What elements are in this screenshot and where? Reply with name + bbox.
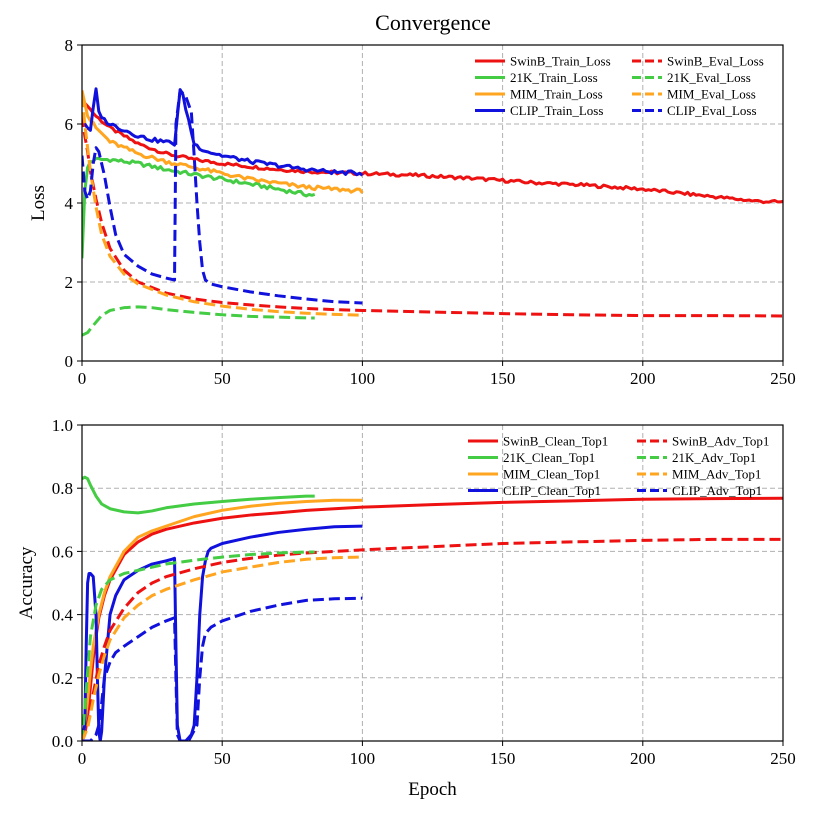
x-tick-label: 100 (350, 749, 376, 768)
series-line-swinb-clean-top1 (82, 496, 783, 741)
x-tick-label: 250 (770, 369, 796, 388)
plot-frame (81, 424, 784, 742)
legend-label: SwinB_Clean_Top1 (503, 434, 608, 449)
x-tick-label: 200 (630, 749, 656, 768)
y-tick-label: 0.6 (52, 542, 73, 561)
legend-label: CLIP_Eval_Loss (667, 103, 757, 118)
x-axis-label: Epoch (408, 779, 457, 800)
series-line-21k-eval-loss (82, 305, 315, 337)
series-line-swinb-train-loss (82, 99, 783, 205)
series-line-clip-adv-top1 (82, 596, 363, 741)
y-tick-label: 1.0 (52, 416, 73, 435)
series-line-clip-clean-top1 (82, 524, 363, 741)
x-tick-label: 100 (350, 369, 376, 388)
legend-label: CLIP_Clean_Top1 (503, 483, 601, 498)
loss-subplot: 0 50 100 150 200 250 0 2 4 6 8 Loss SwinB_Train_Loss… (28, 36, 796, 388)
x-tick-label: 50 (214, 749, 231, 768)
x-tick-label: 50 (214, 369, 231, 388)
series-group (82, 475, 783, 741)
legend-label: 21K_Clean_Top1 (503, 450, 595, 465)
x-tick-label: 0 (78, 369, 87, 388)
series-line-clip-train-loss (82, 87, 364, 177)
y-axis-label: Loss (28, 185, 49, 221)
x-tick-label: 200 (630, 369, 656, 388)
accuracy-subplot: 0 50 100 150 200 250 0.0 0.2 0.4 0.6 0.8 1.0 Accurac… (16, 416, 796, 800)
y-tick-label: 0 (65, 352, 74, 371)
legend-label: CLIP_Train_Loss (510, 103, 603, 118)
legend-label: CLIP_Adv_Top1 (672, 483, 762, 498)
legend-label: 21K_Eval_Loss (667, 70, 751, 85)
x-tick-label: 150 (490, 749, 516, 768)
y-tick-label: 0.0 (52, 732, 73, 751)
series-line-clip-eval-loss (82, 88, 363, 305)
series-line-mim-eval-loss (82, 96, 363, 317)
x-tick-label: 250 (770, 749, 796, 768)
y-tick-label: 2 (65, 273, 74, 292)
y-tick-label: 0.8 (52, 479, 73, 498)
legend-label: SwinB_Adv_Top1 (672, 434, 769, 449)
series-line-mim-clean-top1 (82, 498, 363, 741)
legend-label: MIM_Train_Loss (510, 87, 603, 102)
legend-label: MIM_Clean_Top1 (503, 467, 600, 482)
legend-label: SwinB_Train_Loss (510, 54, 611, 69)
y-tick-label: 0.4 (52, 606, 74, 625)
series-line-mim-train-loss (82, 90, 364, 194)
x-tick-label: 0 (78, 749, 87, 768)
series-line-mim-adv-top1 (82, 555, 363, 741)
y-tick-label: 4 (65, 194, 74, 213)
series-line-21k-train-loss (82, 156, 316, 259)
legend-label: MIM_Adv_Top1 (672, 467, 761, 482)
series-line-21k-clean-top1 (82, 475, 315, 515)
chart-title: Convergence (375, 10, 491, 35)
series-line-swinb-eval-loss (82, 115, 783, 318)
legend-label: 21K_Train_Loss (510, 70, 598, 85)
legend-label: SwinB_Eval_Loss (667, 54, 764, 69)
x-tick-label: 150 (490, 369, 516, 388)
legend-label: 21K_Adv_Top1 (672, 450, 756, 465)
y-tick-label: 0.2 (52, 669, 73, 688)
y-tick-label: 8 (65, 36, 74, 55)
series-line-21k-adv-top1 (82, 550, 315, 741)
y-axis-label: Accuracy (16, 546, 37, 619)
legend-label: MIM_Eval_Loss (667, 87, 756, 102)
series-group (82, 87, 783, 337)
y-tick-label: 6 (65, 115, 74, 134)
series-line-swinb-adv-top1 (82, 537, 783, 741)
